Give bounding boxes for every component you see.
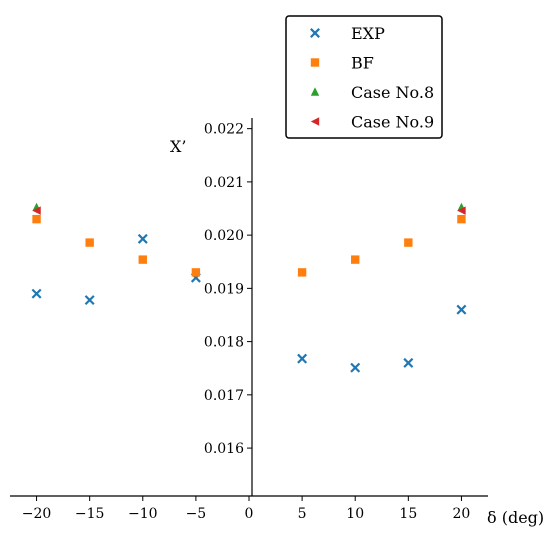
point-case-no-9 xyxy=(32,206,41,215)
legend-item: Case No.9 xyxy=(310,113,434,132)
y-tick-label: 0.019 xyxy=(204,281,244,297)
x-tick-label: 0 xyxy=(245,506,254,522)
point-exp xyxy=(137,233,148,244)
y-axis-label: X’ xyxy=(170,137,186,156)
point-bf xyxy=(297,268,307,277)
point-bf xyxy=(138,255,147,264)
point-bf xyxy=(351,255,360,264)
legend-box xyxy=(285,15,443,139)
legend-marker xyxy=(310,28,320,38)
point-exp xyxy=(403,357,414,368)
y-tick-label: 0.016 xyxy=(204,441,244,457)
x-tick-label: 20 xyxy=(453,506,471,522)
series-exp xyxy=(31,233,467,373)
x-tick-label: −5 xyxy=(186,506,207,522)
series-case-no-9 xyxy=(32,206,466,215)
legend-item: EXP xyxy=(310,24,385,43)
point-bf xyxy=(85,238,94,247)
data-marks xyxy=(31,202,467,373)
legend-label: EXP xyxy=(351,24,385,43)
x-tick-label: 5 xyxy=(298,506,307,522)
x-tick-label: −15 xyxy=(75,506,105,522)
y-tick-label: 0.018 xyxy=(204,335,244,351)
point-bf xyxy=(32,214,41,224)
legend-marker xyxy=(310,87,320,96)
point-exp xyxy=(31,288,42,299)
x-tick-label: 10 xyxy=(346,506,364,522)
x-tick-label: −10 xyxy=(128,506,158,522)
legend-item: Case No.8 xyxy=(310,83,434,102)
x-axis-label: δ (deg) xyxy=(487,508,544,527)
axes xyxy=(10,118,488,497)
y-tick-label: 0.021 xyxy=(204,175,244,191)
ticks: −20 −15 −10 −5 0 5 10 15 20 0.016 0.017 0.018 0.019 0… xyxy=(22,122,471,522)
point-exp xyxy=(297,353,308,364)
point-exp xyxy=(456,304,467,315)
point-exp xyxy=(84,295,95,306)
point-bf xyxy=(404,238,413,247)
point-bf xyxy=(457,214,466,224)
x-tick-label: −20 xyxy=(22,506,52,522)
y-tick-label: 0.017 xyxy=(204,388,244,404)
legend-label: Case No.8 xyxy=(351,83,434,102)
point-case-no-9 xyxy=(457,206,466,215)
series-case-no-8 xyxy=(32,202,466,212)
x-tick-label: 15 xyxy=(399,506,417,522)
legend-label: Case No.9 xyxy=(351,113,434,132)
legend: EXP BF Case No.8 Case No.9 xyxy=(285,15,443,139)
y-tick-label: 0.020 xyxy=(204,228,244,244)
y-tick-label: 0.022 xyxy=(204,122,244,138)
legend-marker xyxy=(310,58,320,67)
point-exp xyxy=(350,362,361,373)
legend-label: BF xyxy=(351,54,374,73)
point-bf xyxy=(191,268,201,277)
legend-item: BF xyxy=(310,54,374,73)
series-bf xyxy=(32,214,466,277)
legend-marker xyxy=(310,117,320,126)
